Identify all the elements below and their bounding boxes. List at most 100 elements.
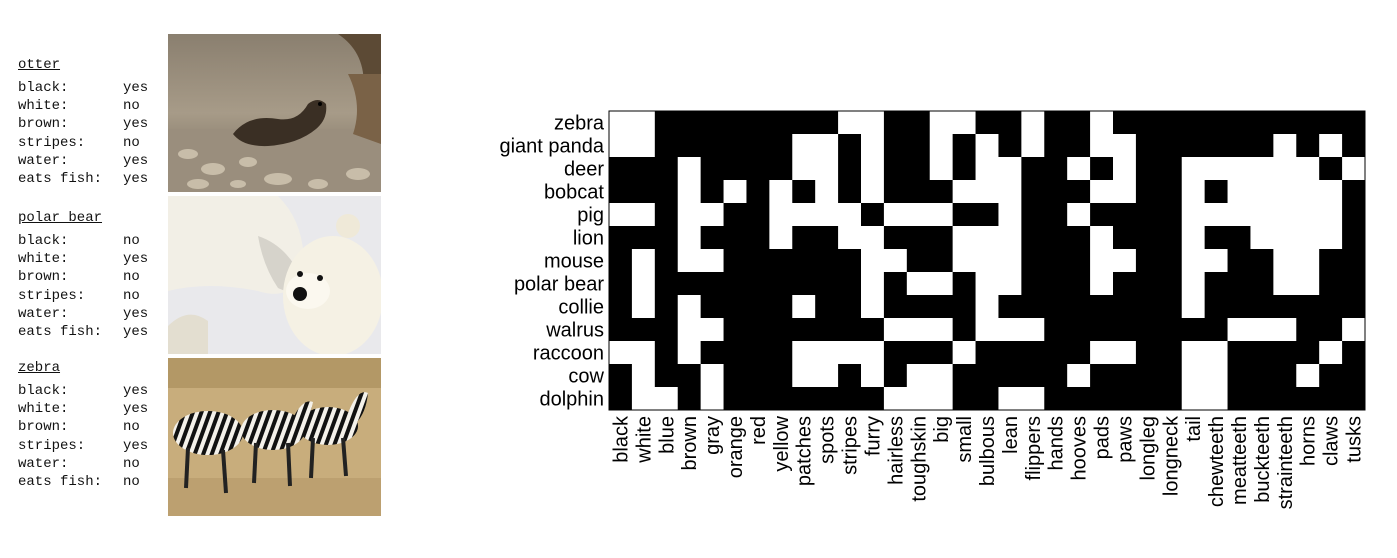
heatmap-cell bbox=[1044, 203, 1068, 227]
heatmap-cell bbox=[952, 226, 977, 250]
heatmap-cell bbox=[631, 272, 656, 296]
heatmap-cell bbox=[1319, 111, 1343, 135]
heatmap-cell bbox=[883, 364, 908, 388]
heatmap-cell bbox=[1158, 295, 1183, 319]
heatmap-cell bbox=[1090, 387, 1114, 411]
heatmap-cell bbox=[1067, 318, 1091, 342]
heatmap-cell bbox=[975, 203, 999, 227]
heatmap-cell bbox=[1113, 180, 1137, 204]
heatmap-cell bbox=[838, 134, 862, 158]
heatmap-cell bbox=[631, 134, 656, 158]
heatmap-cell bbox=[1204, 364, 1229, 388]
column-label: spots bbox=[817, 416, 839, 464]
heatmap-cell bbox=[929, 180, 954, 204]
column-label: white bbox=[633, 416, 655, 464]
heatmap-cell bbox=[1158, 272, 1183, 296]
column-label: brown bbox=[679, 416, 701, 470]
otter-photo bbox=[168, 34, 381, 192]
heatmap-cell bbox=[906, 157, 931, 181]
heatmap-cell bbox=[769, 364, 793, 388]
animal-card-polar-bear: polar bear black: no white: yes brown: no s… bbox=[18, 210, 148, 341]
heatmap-cell bbox=[1067, 341, 1091, 365]
heatmap-cell bbox=[883, 134, 908, 158]
heatmap-cell bbox=[1158, 203, 1183, 227]
heatmap-cell bbox=[1090, 295, 1114, 319]
heatmap-cell bbox=[677, 226, 702, 250]
heatmap-cell bbox=[815, 272, 839, 296]
heatmap-cell bbox=[1250, 157, 1274, 181]
heatmap-cell bbox=[609, 226, 633, 250]
heatmap-cell bbox=[1090, 272, 1114, 296]
row-label: cow bbox=[568, 366, 604, 388]
heatmap-cell bbox=[1113, 226, 1137, 250]
heatmap-cell bbox=[1227, 111, 1251, 135]
heatmap-cell bbox=[929, 295, 954, 319]
column-label: small bbox=[954, 416, 976, 463]
heatmap-cell bbox=[929, 272, 954, 296]
heatmap-cell bbox=[1158, 180, 1183, 204]
heatmap-cell bbox=[929, 341, 954, 365]
heatmap-cell bbox=[792, 134, 816, 158]
heatmap-cell bbox=[952, 180, 977, 204]
heatmap-cell bbox=[1342, 364, 1366, 388]
heatmap-cell bbox=[746, 134, 770, 158]
heatmap-cell bbox=[1296, 203, 1320, 227]
heatmap-cell bbox=[1342, 387, 1366, 411]
row-label: bobcat bbox=[544, 182, 604, 204]
heatmap-cell bbox=[792, 180, 816, 204]
heatmap-cell bbox=[861, 318, 885, 342]
heatmap-cell bbox=[654, 249, 679, 273]
heatmap-cell bbox=[998, 226, 1022, 250]
heatmap-cell bbox=[1181, 318, 1206, 342]
heatmap-cell bbox=[952, 341, 977, 365]
heatmap-cell bbox=[746, 387, 770, 411]
heatmap-cell bbox=[815, 226, 839, 250]
attribute-row: white: no bbox=[18, 98, 140, 115]
heatmap-cell bbox=[1044, 272, 1068, 296]
heatmap-cell bbox=[883, 111, 908, 135]
heatmap-cell bbox=[1113, 364, 1137, 388]
heatmap-cell bbox=[1296, 157, 1320, 181]
heatmap-cell bbox=[1296, 111, 1320, 135]
heatmap-cell bbox=[1067, 134, 1091, 158]
heatmap-cell bbox=[1113, 157, 1137, 181]
animal-name: zebra bbox=[18, 360, 61, 376]
heatmap-cell bbox=[1044, 111, 1068, 135]
heatmap-cell bbox=[1021, 295, 1045, 319]
heatmap-cell bbox=[723, 203, 747, 227]
column-label: red bbox=[748, 416, 770, 445]
heatmap-cell bbox=[792, 341, 816, 365]
heatmap-cell bbox=[1204, 272, 1229, 296]
heatmap-frame bbox=[608, 110, 1366, 411]
heatmap-cell bbox=[952, 203, 977, 227]
column-labels: black white blue brown gray orange red yellow pa… bbox=[610, 415, 1365, 509]
heatmap-cell bbox=[1227, 272, 1251, 296]
heatmap-cell bbox=[906, 364, 931, 388]
heatmap-cell bbox=[838, 226, 862, 250]
heatmap-cell bbox=[906, 295, 931, 319]
heatmap-cell bbox=[677, 180, 702, 204]
heatmap-cell bbox=[929, 364, 954, 388]
heatmap-cell bbox=[975, 341, 999, 365]
heatmap-cell bbox=[952, 364, 977, 388]
attribute-row: water: yes bbox=[18, 152, 149, 169]
heatmap-cell bbox=[792, 203, 816, 227]
heatmap-cell bbox=[1296, 295, 1320, 319]
heatmap-cell bbox=[746, 318, 770, 342]
column-label: gray bbox=[702, 416, 724, 455]
heatmap-cell bbox=[883, 157, 908, 181]
heatmap-cell bbox=[998, 272, 1022, 296]
heatmap-cell bbox=[746, 272, 770, 296]
heatmap-cell bbox=[700, 295, 725, 319]
heatmap-cell bbox=[815, 111, 839, 135]
heatmap-cell bbox=[1342, 203, 1366, 227]
heatmap-cell bbox=[1227, 387, 1251, 411]
heatmap-cell bbox=[1090, 157, 1114, 181]
heatmap-cell bbox=[1296, 341, 1320, 365]
heatmap-cell bbox=[861, 387, 885, 411]
heatmap-cell bbox=[1158, 364, 1183, 388]
heatmap-cell bbox=[700, 111, 725, 135]
heatmap-cell bbox=[1342, 249, 1366, 273]
heatmap-cell bbox=[609, 180, 633, 204]
heatmap-cell bbox=[1181, 364, 1206, 388]
